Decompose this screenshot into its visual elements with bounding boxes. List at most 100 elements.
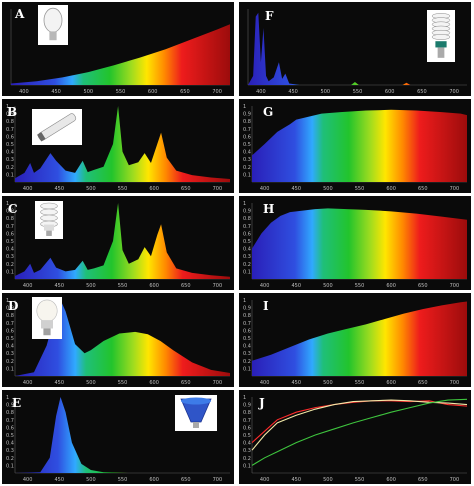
panel-label: D <box>8 299 18 313</box>
spectrum-area <box>11 24 230 85</box>
y-tick-label: 0.6 <box>243 425 251 431</box>
y-tick-label: 0.8 <box>243 313 251 319</box>
spiral-base-icon <box>435 41 447 48</box>
panel-label: A <box>14 7 25 21</box>
y-tick-label: 0.7 <box>243 321 251 327</box>
x-tick-label: 600 <box>385 89 395 95</box>
x-tick-label: 650 <box>418 380 428 386</box>
y-tick-label: 0.6 <box>6 328 14 334</box>
series-line-1 <box>251 400 468 444</box>
y-tick-label: 0.5 <box>243 239 251 245</box>
x-tick-label: 700 <box>213 186 223 192</box>
x-tick-label: 700 <box>213 380 223 386</box>
y-tick-label: 0.9 <box>243 306 251 312</box>
panel-label: G <box>263 105 273 119</box>
x-tick-label: 700 <box>213 477 223 483</box>
x-tick-label: 500 <box>86 380 96 386</box>
x-tick-label: 400 <box>260 283 270 289</box>
spectrum-area <box>252 208 467 279</box>
y-tick-label: 0.7 <box>243 418 251 424</box>
y-tick-label: 0.1 <box>6 172 14 178</box>
panel-label: B <box>7 105 17 119</box>
panel-g: 400 450 500 550 600 650 700 1 0.90.8 0.70.6 0.5 0.4… <box>239 99 471 193</box>
x-tick-label: 400 <box>260 477 270 483</box>
y-tick-label: 0.2 <box>243 359 251 365</box>
y-tick-label: 0.2 <box>6 359 14 365</box>
y-tick-label: 0.2 <box>243 262 251 268</box>
x-tick-label: 400 <box>23 186 33 192</box>
panel-b: 400 450 500 550 600 650 700 1 0.90.8 0.70.6 0.5 0.4… <box>2 99 234 193</box>
x-tick-label: 600 <box>148 89 158 95</box>
x-tick-label: 650 <box>417 89 427 95</box>
x-tick-label: 500 <box>321 89 331 95</box>
spectrum-area <box>15 203 230 279</box>
spiral-coil-icon <box>431 34 451 40</box>
x-tick-label: 600 <box>149 186 159 192</box>
cfl-coil-icon <box>40 208 58 216</box>
led-heatsink-icon <box>41 320 53 329</box>
spectrum-area <box>252 301 467 376</box>
x-tick-label: 450 <box>291 283 301 289</box>
y-tick-label: 0.6 <box>243 231 251 237</box>
panel-label: H <box>263 202 274 216</box>
x-tick-label: 650 <box>418 186 428 192</box>
y-tick-label: 0.8 <box>6 313 14 319</box>
y-tick-label: 0.1 <box>243 366 251 372</box>
x-tick-label: 450 <box>291 477 301 483</box>
x-tick-label: 600 <box>149 380 159 386</box>
y-tick-label: 0.2 <box>6 165 14 171</box>
y-tick-label: 0.5 <box>6 433 14 439</box>
y-tick-label: 0.3 <box>6 254 14 260</box>
panel-label: J <box>258 396 265 410</box>
y-tick-label: 0.6 <box>6 231 14 237</box>
x-tick-label: 450 <box>291 186 301 192</box>
y-tick-label: 0.9 <box>6 209 14 215</box>
tube-body-icon <box>37 113 77 141</box>
x-tick-label: 500 <box>323 477 333 483</box>
y-tick-label: 0.3 <box>6 351 14 357</box>
y-tick-label: 0.4 <box>243 344 251 350</box>
x-tick-label: 700 <box>450 186 460 192</box>
panel-label: C <box>8 202 18 216</box>
series-line-2 <box>251 399 468 451</box>
x-tick-label: 600 <box>386 283 396 289</box>
y-tick-label: 0.9 <box>6 403 14 409</box>
cfl-coil-icon <box>40 202 58 210</box>
y-tick-label: 0.3 <box>243 448 251 454</box>
y-tick-label: 0.8 <box>6 119 14 125</box>
y-tick-label: 0.9 <box>243 209 251 215</box>
y-tick-label: 0.7 <box>6 127 14 133</box>
x-tick-label: 500 <box>86 186 96 192</box>
y-tick-label: 0.7 <box>6 224 14 230</box>
x-tick-label: 650 <box>181 477 191 483</box>
x-tick-label: 400 <box>260 186 270 192</box>
x-tick-label: 650 <box>180 89 190 95</box>
x-tick-label: 650 <box>181 380 191 386</box>
x-tick-label: 650 <box>418 477 428 483</box>
x-tick-label: 650 <box>418 283 428 289</box>
y-tick-label: 0.5 <box>6 239 14 245</box>
y-tick-label: 0.6 <box>6 134 14 140</box>
panel-d: 400 450 500 550 600 650 700 1 0.90.8 0.70.6 0.5 0.4… <box>2 293 234 387</box>
cfl-screw-icon <box>46 230 52 236</box>
y-tick-label: 0.7 <box>243 127 251 133</box>
x-tick-label: 600 <box>386 477 396 483</box>
cfl-base-icon <box>43 224 55 231</box>
led-bulb-icon <box>36 299 58 323</box>
y-tick-label: 0.5 <box>243 336 251 342</box>
tube-cap-icon <box>37 132 46 142</box>
y-tick-label: 0.5 <box>243 142 251 148</box>
x-tick-label: 700 <box>449 89 459 95</box>
y-tick-label: 0.7 <box>6 418 14 424</box>
panel-h: 400 450 500 550 600 650 700 1 0.90.8 0.70.6 0.5 0.4… <box>239 196 471 290</box>
x-tick-label: 550 <box>118 283 128 289</box>
y-tick-label: 0.6 <box>243 328 251 334</box>
panel-a: 400 450 500 550 600 650 700 A <box>2 2 234 96</box>
y-tick-label: 0.7 <box>6 321 14 327</box>
x-tick-label: 600 <box>386 186 396 192</box>
panel-c: 400 450 500 550 600 650 700 1 0.90.8 0.70.6 0.5 0.4… <box>2 196 234 290</box>
x-tick-label: 450 <box>54 477 64 483</box>
y-tick-label: 0.9 <box>243 403 251 409</box>
x-tick-label: 400 <box>260 380 270 386</box>
y-tick-label: 0.5 <box>243 433 251 439</box>
